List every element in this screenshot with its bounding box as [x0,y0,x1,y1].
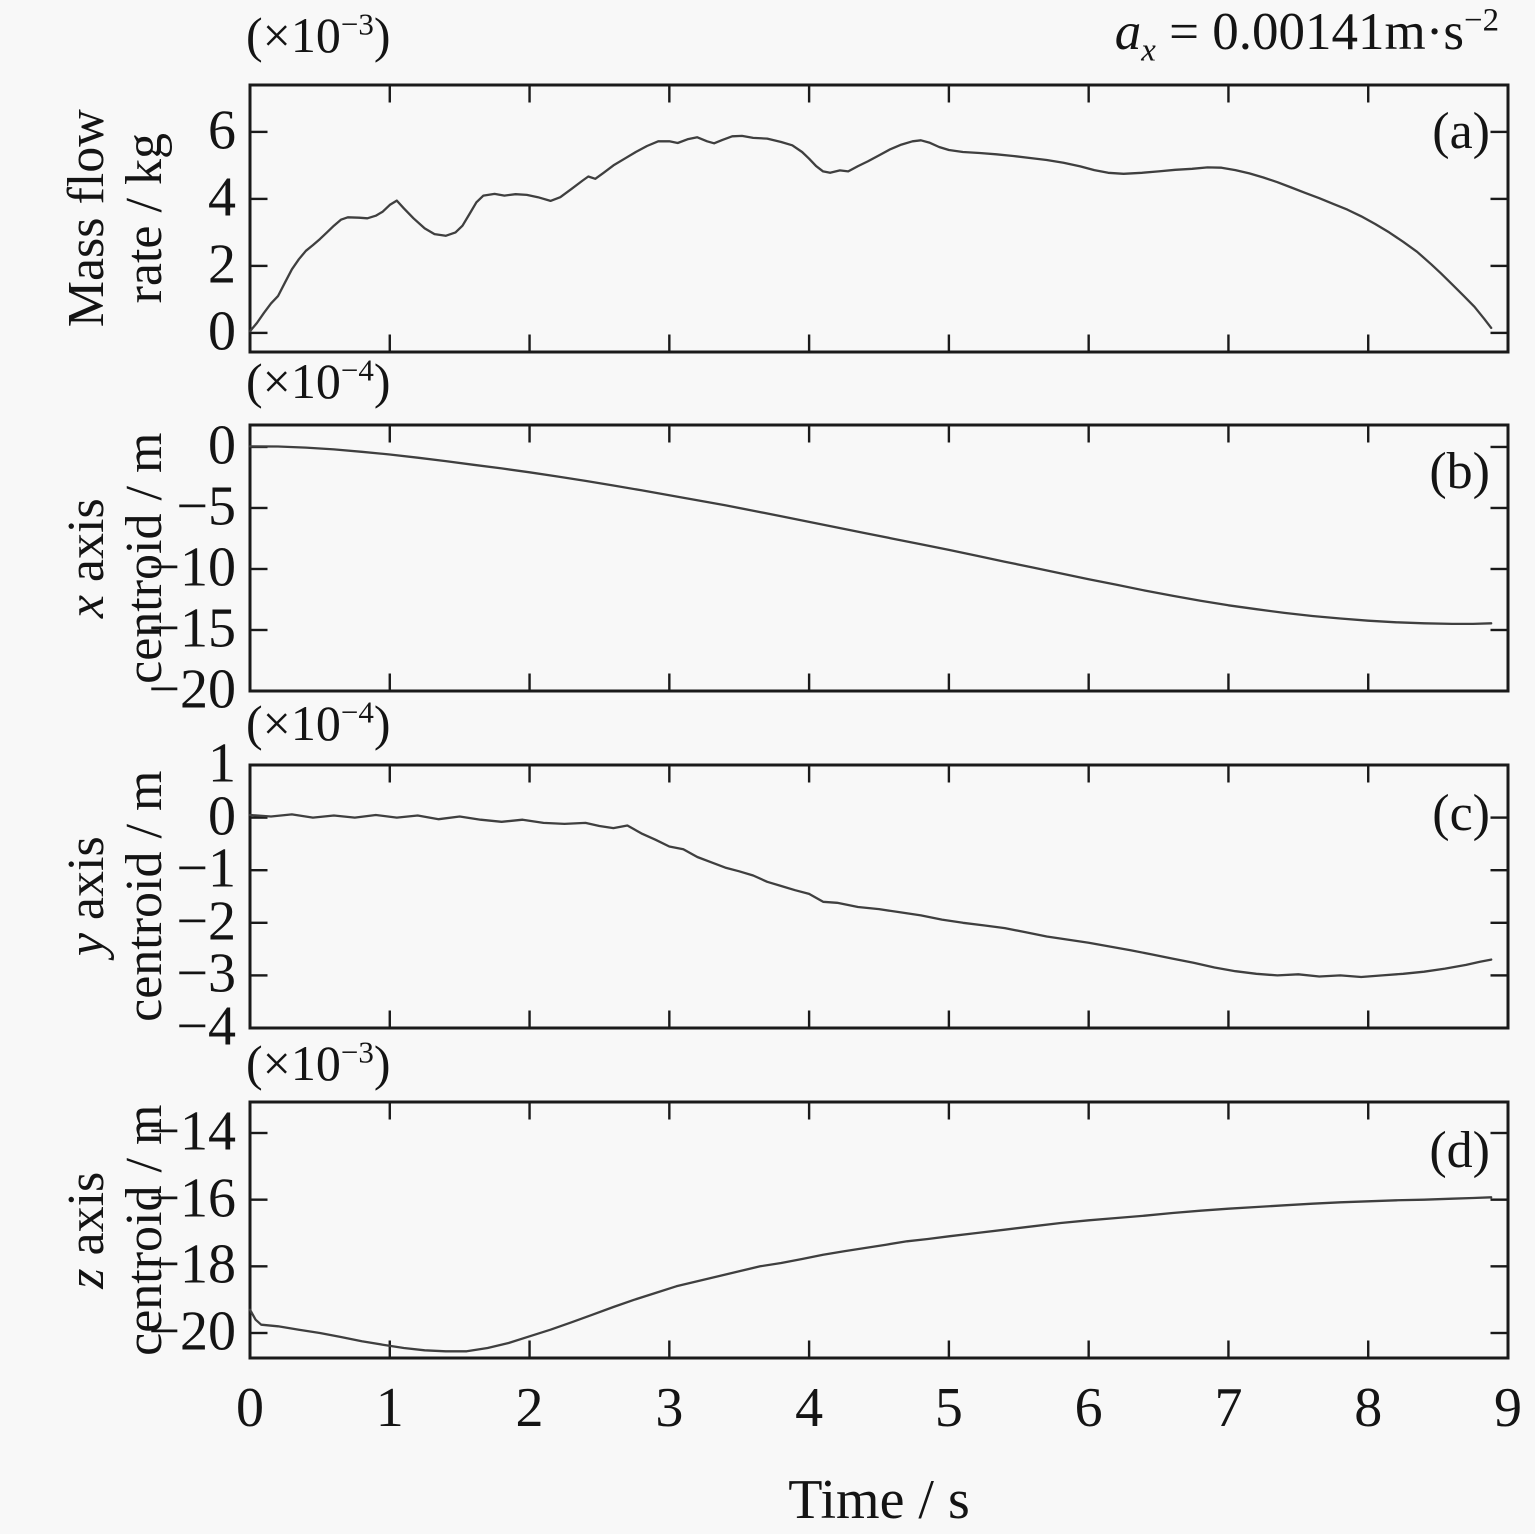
y-tick-label: −3 [176,943,236,1006]
panel-label-a: (a) [1432,103,1490,160]
y-tick-label: 6 [208,99,236,162]
y-tick-label: −20 [148,658,236,721]
scale-prefix: (×10 [246,1035,341,1091]
data-curve-b [248,445,1493,626]
data-curve-c [248,813,1493,979]
panel-label-d: (d) [1429,1122,1490,1179]
y-tick-label: −2 [176,890,236,953]
scale-label-a: (×10−3) [246,6,391,64]
x-tick-label: 4 [795,1377,824,1439]
y-tick-label: −5 [176,475,236,538]
y-tick-label: 4 [208,166,236,229]
scale-exponent: −4 [340,352,374,388]
title-variable: a [1114,3,1142,61]
y-tick-label: 1 [208,732,236,795]
scale-prefix: (×10 [246,353,341,409]
x-tick-label: 7 [1214,1377,1243,1439]
x-axis-label: Time / s [788,1469,970,1531]
y-tick-label: −4 [176,995,236,1058]
scale-suffix: ) [373,353,391,409]
panel-label-b: (b) [1429,443,1490,500]
x-tick-label: 6 [1074,1377,1103,1439]
x-tick-label: 1 [375,1377,404,1439]
y-tick-label: −10 [148,536,236,599]
title-equals-value: = 0.00141 [1155,3,1385,61]
y-tick-label: −1 [176,837,236,900]
title-exponent: −2 [1464,2,1499,39]
scale-prefix: (×10 [246,695,341,751]
scale-suffix: ) [373,695,391,751]
y-tick-label: −18 [148,1234,236,1297]
scale-label-c: (×10−4) [246,694,391,752]
x-tick-label: 5 [934,1377,963,1439]
y-tick-label: 0 [208,414,236,477]
x-tick-label: 9 [1494,1377,1522,1439]
title-unit: m·s [1384,3,1465,61]
scale-exponent: −3 [340,6,374,42]
y-tick-label: 0 [208,300,236,363]
y-tick-label: −14 [148,1100,236,1163]
scale-label-b: (×10−4) [246,352,391,410]
data-curve-d [248,1196,1493,1353]
x-tick-label: 0 [236,1377,264,1439]
scale-prefix: (×10 [246,7,341,63]
scale-exponent: −4 [340,694,374,730]
y-tick-label: −20 [148,1300,236,1363]
y-tick-label: −16 [148,1167,236,1230]
x-tick-label: 3 [655,1377,684,1439]
scale-suffix: ) [373,7,391,63]
figure-title: ax = 0.00141m·s−2 [1115,2,1499,70]
panel-label-c: (c) [1432,785,1490,842]
title-subscript: x [1141,32,1156,69]
scale-exponent: −3 [340,1034,374,1070]
x-tick-label: 2 [515,1377,544,1439]
y-tick-label: 2 [208,233,236,296]
x-tick-label: 8 [1354,1377,1383,1439]
scale-suffix: ) [373,1035,391,1091]
y-tick-label: 0 [208,785,236,848]
y-tick-label: −15 [148,597,236,660]
scale-label-d: (×10−3) [246,1034,391,1092]
data-curve-a [248,134,1493,333]
